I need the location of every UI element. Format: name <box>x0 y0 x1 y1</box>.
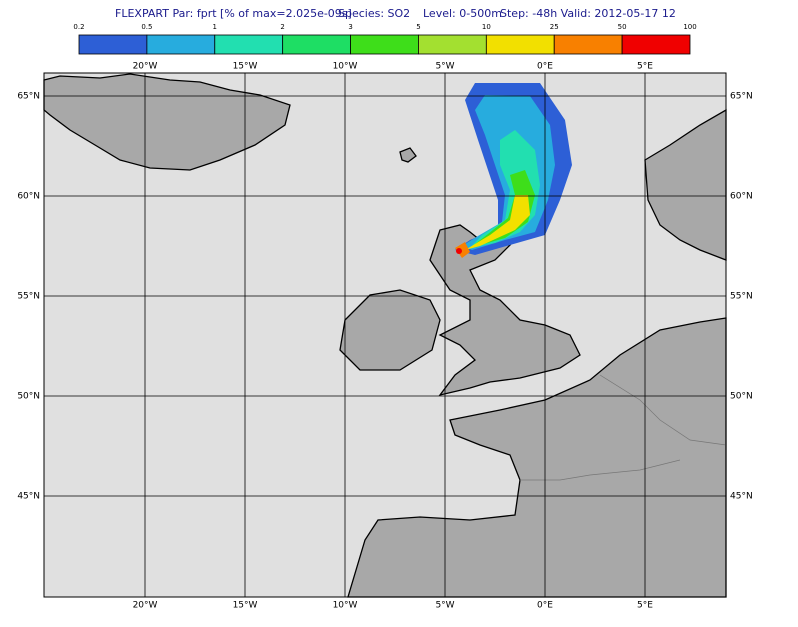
title: FLEXPART Par: fprt [% of max=2.025e-09s] <box>115 7 352 20</box>
iceland <box>43 73 291 171</box>
plume-level <box>465 195 530 250</box>
norway <box>644 108 727 261</box>
colorbar-segment <box>78 34 148 55</box>
colorbar-label: 0.5 <box>141 23 152 31</box>
lat-label: 55°N <box>730 292 753 302</box>
colorbar-segment <box>485 34 555 55</box>
colorbar-label: 100 <box>683 23 696 31</box>
colorbar: 0.2 0.5 1 2 3 5 10 25 50 100 <box>73 23 697 55</box>
lat-label: 55°N <box>17 292 40 302</box>
colorbar-segment <box>282 34 351 55</box>
borders <box>599 374 727 446</box>
colorbar-label: 10 <box>482 23 491 31</box>
great-britain <box>429 224 581 397</box>
colorbar-label: 5 <box>416 23 420 31</box>
lon-label: 15°W <box>233 62 258 72</box>
land <box>43 73 727 598</box>
lon-label: 20°W <box>133 601 158 611</box>
lat-label: 50°N <box>17 392 40 402</box>
colorbar-label: 25 <box>550 23 559 31</box>
continent <box>347 317 727 598</box>
colorbar-segment <box>418 34 487 55</box>
lat-label: 45°N <box>730 492 753 502</box>
borders <box>520 459 681 481</box>
plume-level <box>470 170 535 248</box>
lat-label: 60°N <box>730 192 753 202</box>
lon-label: 20°W <box>133 62 158 72</box>
lat-label: 65°N <box>17 92 40 102</box>
lon-label: 0°E <box>537 601 553 611</box>
lon-label: 5°W <box>435 601 454 611</box>
level: Level: 0-500m <box>423 7 502 20</box>
colorbar-label: 50 <box>618 23 627 31</box>
colorbar-segment <box>621 34 691 55</box>
species: Species: SO2 <box>338 7 410 20</box>
lon-label: 5°E <box>637 601 653 611</box>
plume-level <box>455 242 470 258</box>
lon-label: 10°W <box>333 601 358 611</box>
lat-label: 60°N <box>17 192 40 202</box>
graticule: 20°W 20°W 15°W 15°W 10°W 10°W 5°W 5°W 0°E 0°E 5°E 5… <box>17 62 752 611</box>
lat-label: 45°N <box>17 492 40 502</box>
map-frame <box>43 72 727 598</box>
lat-label: 65°N <box>730 92 753 102</box>
colorbar-segment <box>350 34 419 55</box>
source <box>456 248 462 254</box>
colorbar-segment <box>214 34 284 55</box>
colorbar-label: 0.2 <box>73 23 84 31</box>
plume <box>455 83 572 258</box>
lon-label: 5°W <box>435 62 454 72</box>
lon-label: 5°E <box>637 62 653 72</box>
lat-label: 50°N <box>730 392 753 402</box>
colorbar-segment <box>146 34 216 55</box>
colorbar-label: 2 <box>280 23 284 31</box>
colorbar-label: 3 <box>348 23 352 31</box>
colorbar-segment <box>553 34 623 55</box>
colorbar-label: 1 <box>213 23 217 31</box>
faroes <box>399 147 417 163</box>
lon-label: 15°W <box>233 601 258 611</box>
lon-label: 0°E <box>537 62 553 72</box>
step: Step: -48h Valid: 2012-05-17 12 <box>500 7 676 20</box>
lon-label: 10°W <box>333 62 358 72</box>
header: FLEXPART Par: fprt [% of max=2.025e-09s]… <box>115 7 676 20</box>
ireland <box>339 289 441 371</box>
